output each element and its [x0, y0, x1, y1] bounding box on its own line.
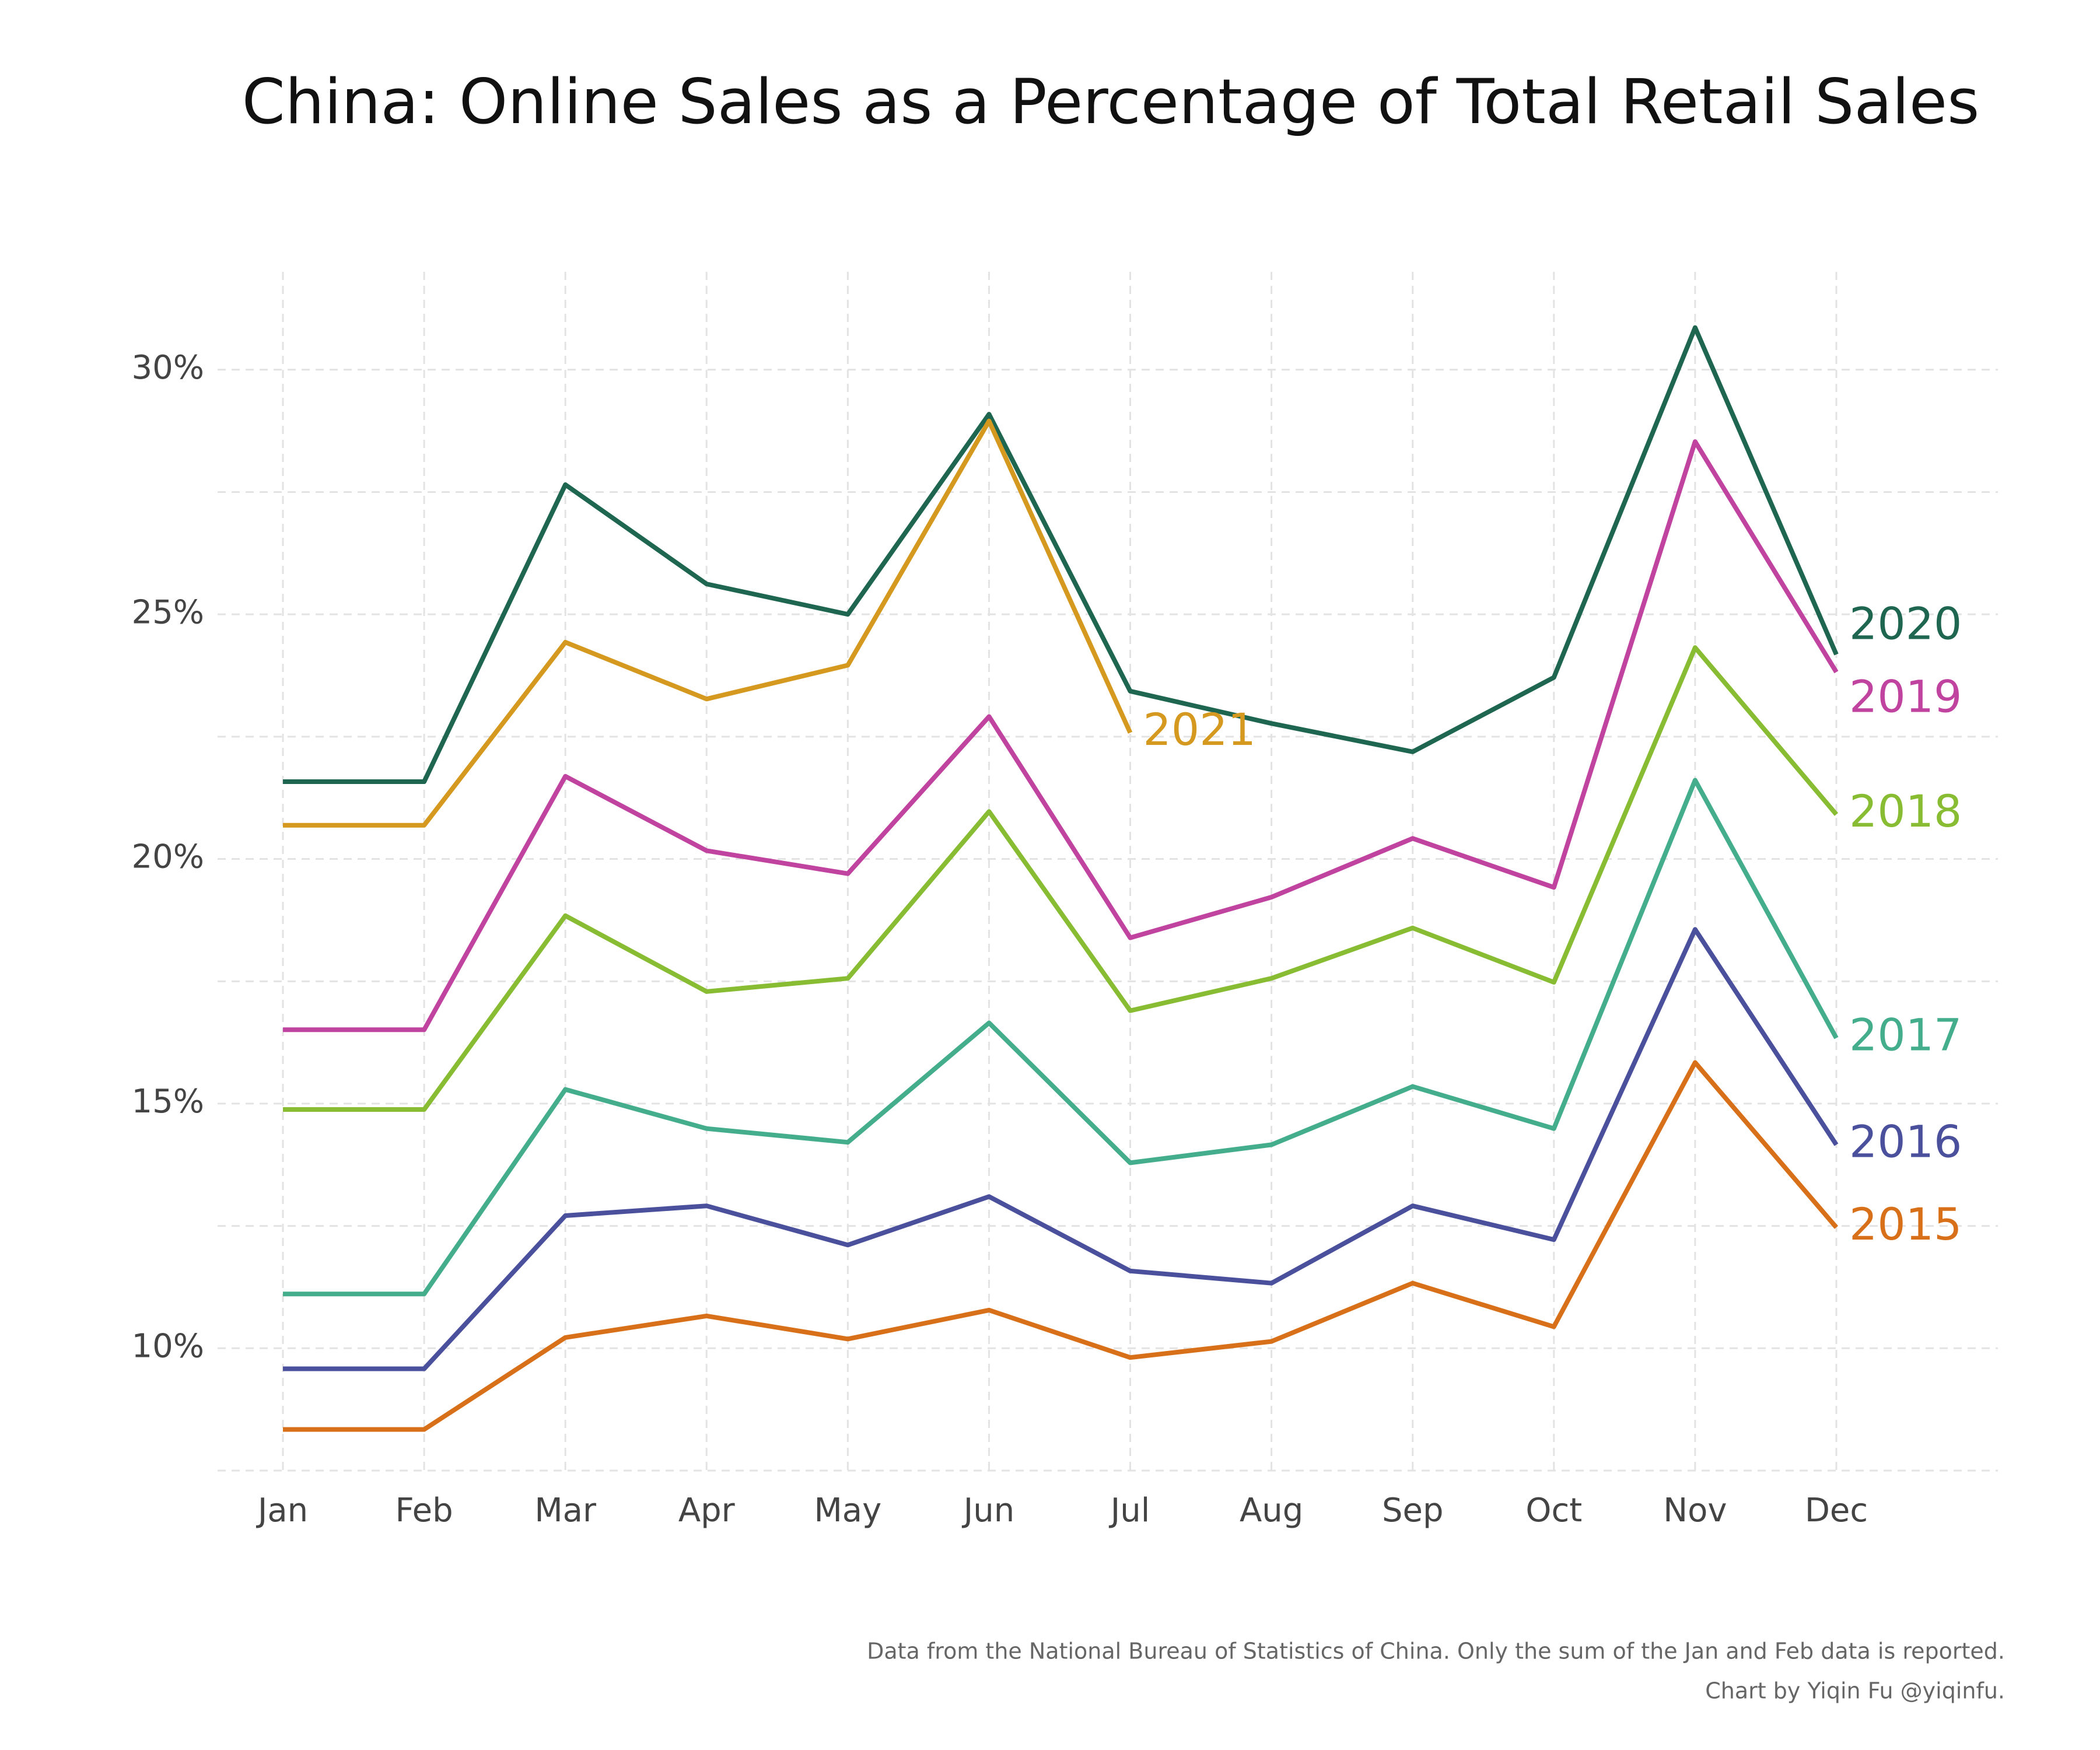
caption: Chart by Yiqin Fu @yiqinfu.: [1705, 1678, 2005, 1704]
x-tick-label: Nov: [1663, 1492, 1727, 1530]
x-tick-label: Mar: [534, 1492, 597, 1530]
x-tick-label: Jan: [256, 1492, 308, 1530]
series-label: 2015: [1849, 1198, 1962, 1250]
series-line: [283, 1060, 1839, 1432]
series-line: [283, 439, 1839, 1032]
series-line: [283, 927, 1839, 1371]
series-line: [283, 778, 1839, 1297]
series-label: 2021: [1143, 704, 1256, 755]
y-tick-label: 15%: [132, 1083, 204, 1121]
x-tick-label: Oct: [1525, 1492, 1582, 1530]
x-tick-label: Jul: [1109, 1492, 1150, 1530]
series-label: 2019: [1849, 671, 1962, 723]
y-tick-label: 30%: [132, 349, 204, 387]
x-tick-label: Dec: [1805, 1492, 1868, 1530]
x-tick-label: Feb: [396, 1492, 453, 1530]
series-line: [283, 645, 1839, 1112]
series-line: [283, 325, 1839, 784]
series-label: 2016: [1849, 1115, 1962, 1167]
y-tick-label: 25%: [132, 593, 204, 631]
series-label: 2020: [1849, 598, 1962, 650]
x-tick-label: Apr: [678, 1492, 736, 1530]
x-tick-label: Sep: [1382, 1492, 1444, 1530]
y-tick-label: 10%: [132, 1327, 204, 1365]
caption: Data from the National Bureau of Statist…: [867, 1639, 2005, 1664]
series-label: 2018: [1849, 785, 1962, 837]
x-tick-label: May: [814, 1492, 881, 1530]
y-tick-label: 20%: [132, 838, 204, 876]
x-tick-label: Jun: [962, 1492, 1015, 1530]
chart-title: China: Online Sales as a Percentage of T…: [242, 66, 1980, 138]
series-line: [283, 418, 1133, 828]
series-label: 2017: [1849, 1009, 1962, 1061]
x-tick-label: Aug: [1240, 1492, 1303, 1530]
